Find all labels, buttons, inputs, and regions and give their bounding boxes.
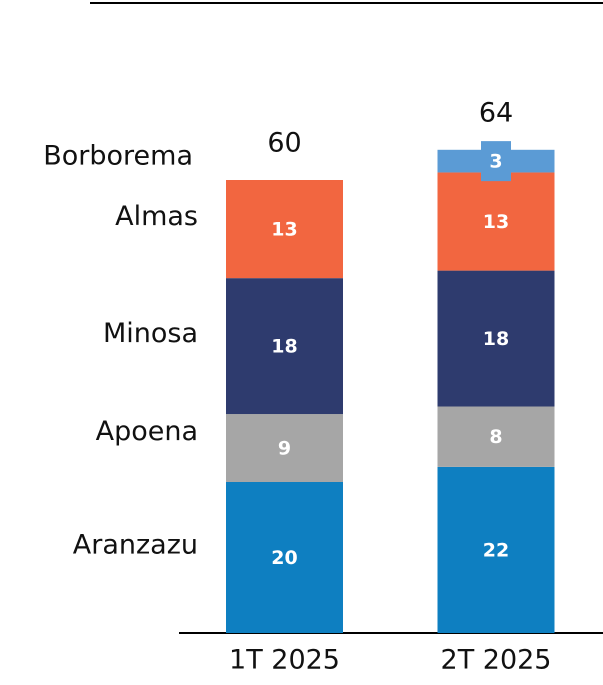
total-label: 64	[479, 97, 513, 128]
value-label: 13	[483, 211, 509, 233]
x-tick-label: 2T 2025	[441, 645, 552, 676]
value-label: 18	[271, 336, 297, 358]
legend-label: Almas	[115, 201, 198, 232]
value-label-box	[481, 141, 511, 182]
value-label: 3	[489, 151, 502, 173]
value-label: 8	[489, 426, 502, 448]
legend-label: Aranzazu	[73, 529, 198, 560]
x-tick-label: 1T 2025	[229, 645, 340, 676]
bar-segment	[437, 172, 555, 271]
legend-label: Minosa	[103, 318, 198, 349]
value-label: 20	[271, 547, 297, 569]
value-label: 13	[271, 219, 297, 241]
bar-segment	[226, 278, 343, 415]
value-label: 18	[483, 328, 509, 350]
bar-segment	[437, 406, 555, 467]
bar-segment	[437, 270, 555, 407]
bar-segment	[437, 466, 555, 633]
legend-label: Apoena	[96, 416, 198, 447]
bar-segment	[226, 482, 343, 633]
legend-label: Borborema	[43, 141, 193, 172]
total-label: 60	[267, 128, 301, 159]
value-label: 9	[278, 438, 291, 460]
value-label: 22	[483, 539, 509, 561]
bar-segment	[226, 414, 343, 482]
bar-segment	[226, 180, 343, 279]
